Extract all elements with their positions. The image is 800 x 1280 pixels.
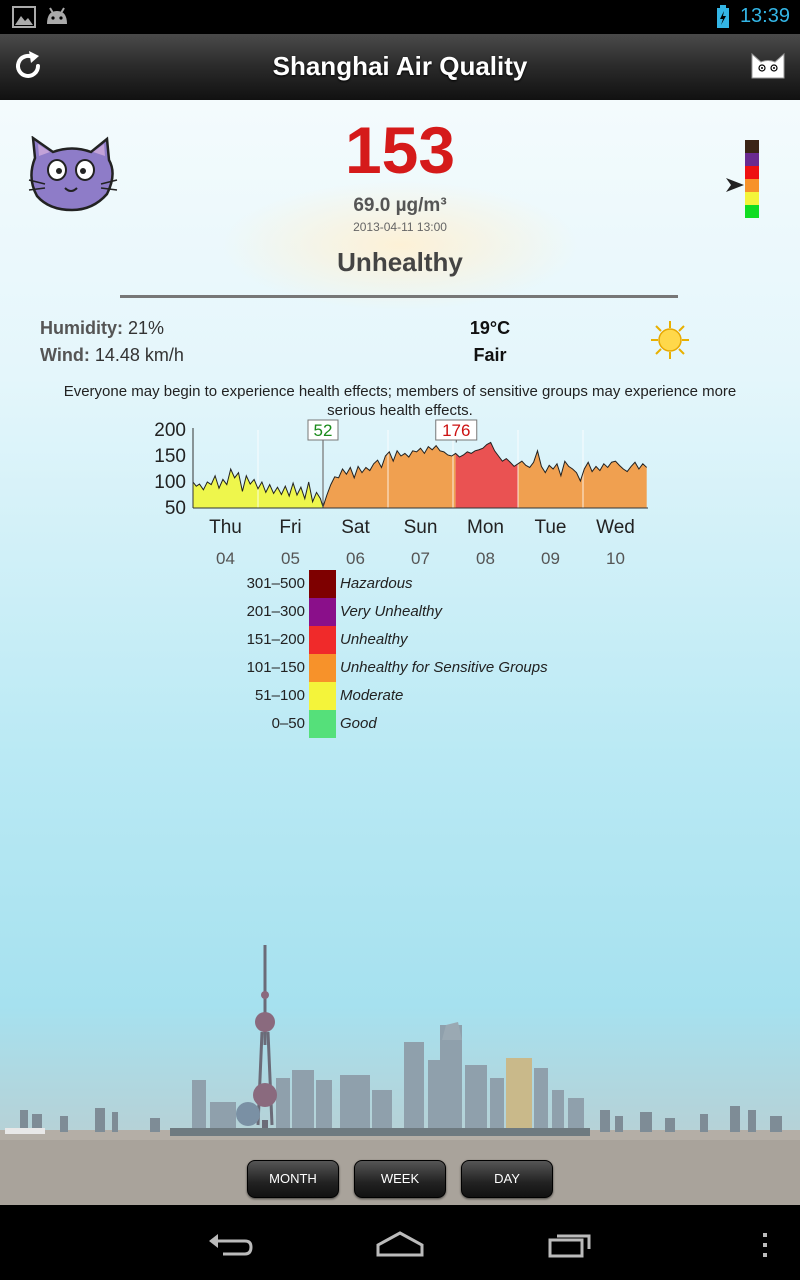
chart-day-label: Sat (341, 517, 370, 538)
chart-y-tick-label: 200 (154, 420, 186, 441)
chart-day-label: Fri (279, 517, 301, 538)
chart-day-label: Wed (596, 517, 635, 538)
reading-timestamp: 2013-04-11 13:00 (353, 220, 447, 234)
chart-day-label: Tue (534, 517, 566, 538)
chart-y-tick-label: 150 (154, 446, 186, 467)
gallery-notification-icon (12, 6, 36, 28)
legend-swatch (309, 626, 336, 654)
sun-icon (651, 321, 689, 359)
legend-item: 51–100 Moderate (200, 682, 600, 710)
cat-avatar-icon (28, 136, 118, 212)
chart-day-label: Thu (209, 517, 242, 538)
month-button[interactable]: MONTH (247, 1160, 339, 1198)
chart-day-label: Sun (404, 517, 438, 538)
clock: 13:39 (739, 5, 790, 27)
status-bar: 13:39 (0, 0, 800, 34)
legend-swatch (309, 598, 336, 626)
app-logo-cat-icon[interactable] (748, 50, 788, 82)
legend-range: 151–200 (246, 631, 305, 648)
humidity-value: 21% (128, 318, 165, 338)
legend-item: 0–50 Good (200, 710, 600, 738)
chart-date-label: 07 (411, 549, 430, 568)
legend-swatch (309, 710, 336, 738)
overflow-menu-icon[interactable] (758, 1231, 772, 1259)
legend-label: Unhealthy (340, 631, 408, 648)
weather-condition: Fair (473, 345, 507, 365)
chart-area-band (193, 469, 323, 508)
legend-range: 201–300 (246, 603, 305, 620)
battery-charging-icon (717, 5, 729, 28)
chart-date-label: 05 (281, 549, 300, 568)
action-bar: Shanghai Air Quality (0, 34, 800, 102)
chart-series-line (192, 441, 648, 509)
legend-range: 101–150 (246, 659, 305, 676)
home-icon[interactable] (375, 1229, 425, 1259)
chart-date-label: 04 (216, 549, 235, 568)
scale-segment (745, 205, 759, 218)
shanghai-skyline-image (0, 945, 800, 1205)
chart-y-tick-label: 100 (154, 472, 186, 493)
temperature: 19°C (469, 318, 511, 338)
legend-item: 301–500 Hazardous (200, 570, 600, 598)
pm25-concentration: 69.0 µg/m³ (353, 195, 447, 216)
humidity: Humidity: 21% (40, 318, 164, 339)
back-icon[interactable] (205, 1229, 255, 1259)
legend-range: 51–100 (254, 687, 305, 704)
navigation-bar (0, 1205, 800, 1280)
legend-item: 101–150 Unhealthy for Sensitive Groups (200, 654, 600, 682)
chart-area-band (455, 442, 518, 508)
chart-date-label: 10 (606, 549, 625, 568)
aqi-color-scale (745, 140, 759, 218)
health-message: Everyone may begin to experience health … (63, 383, 737, 419)
aqi-level-label: Unhealthy (337, 247, 463, 277)
legend-item: 201–300 Very Unhealthy (200, 598, 600, 626)
chart-date-label: 06 (346, 549, 365, 568)
chart-y-tick-label: 50 (165, 498, 186, 519)
chart-max-marker-label: 176 (442, 421, 470, 440)
legend-swatch (309, 654, 336, 682)
scale-segment (745, 166, 759, 179)
android-notification-icon (47, 7, 67, 24)
app-title: Shanghai Air Quality (272, 51, 528, 81)
humidity-label: Humidity: (40, 318, 123, 338)
scale-segment (745, 179, 759, 192)
chart-area-band (323, 445, 456, 508)
legend-range: 301–500 (246, 575, 305, 592)
legend-swatch (309, 682, 336, 710)
chart-max-marker-box (435, 419, 478, 441)
recent-apps-icon[interactable] (547, 1229, 595, 1259)
aqi-history-chart: 200 150 100 50 Thu Fri Sat Sun Mon Tue Wed 04 05 06 07… (154, 419, 648, 568)
week-button[interactable]: WEEK (354, 1160, 446, 1198)
chart-date-label: 08 (476, 549, 495, 568)
chart-min-marker-box (307, 419, 339, 441)
legend-label: Good (340, 715, 377, 732)
legend-range: 0–50 (271, 715, 305, 732)
legend-label: Unhealthy for Sensitive Groups (340, 659, 548, 676)
scale-segment (745, 153, 759, 166)
main-content: 153 69.0 µg/m³ 2013-04-11 13:00 Unhealth… (0, 100, 800, 1205)
chart-date-label: 09 (541, 549, 560, 568)
day-button[interactable]: DAY (461, 1160, 553, 1198)
legend-label: Moderate (340, 687, 404, 704)
wind-value: 14.48 km/h (94, 345, 184, 365)
wind: Wind: 14.48 km/h (40, 345, 184, 366)
chart-min-marker-label: 52 (314, 421, 333, 440)
aqi-value: 153 (344, 113, 456, 187)
scale-segment (745, 192, 759, 205)
wind-label: Wind: (40, 345, 90, 365)
scale-segment (745, 140, 759, 153)
legend-swatch (309, 570, 336, 598)
glow-background (220, 180, 580, 310)
refresh-icon[interactable] (12, 50, 44, 82)
chart-day-label: Mon (467, 517, 504, 538)
scale-pointer-icon (726, 178, 744, 192)
legend-item: 151–200 Unhealthy (200, 626, 600, 654)
legend-label: Very Unhealthy (340, 603, 442, 620)
legend-label: Hazardous (340, 575, 413, 592)
divider (120, 295, 678, 298)
